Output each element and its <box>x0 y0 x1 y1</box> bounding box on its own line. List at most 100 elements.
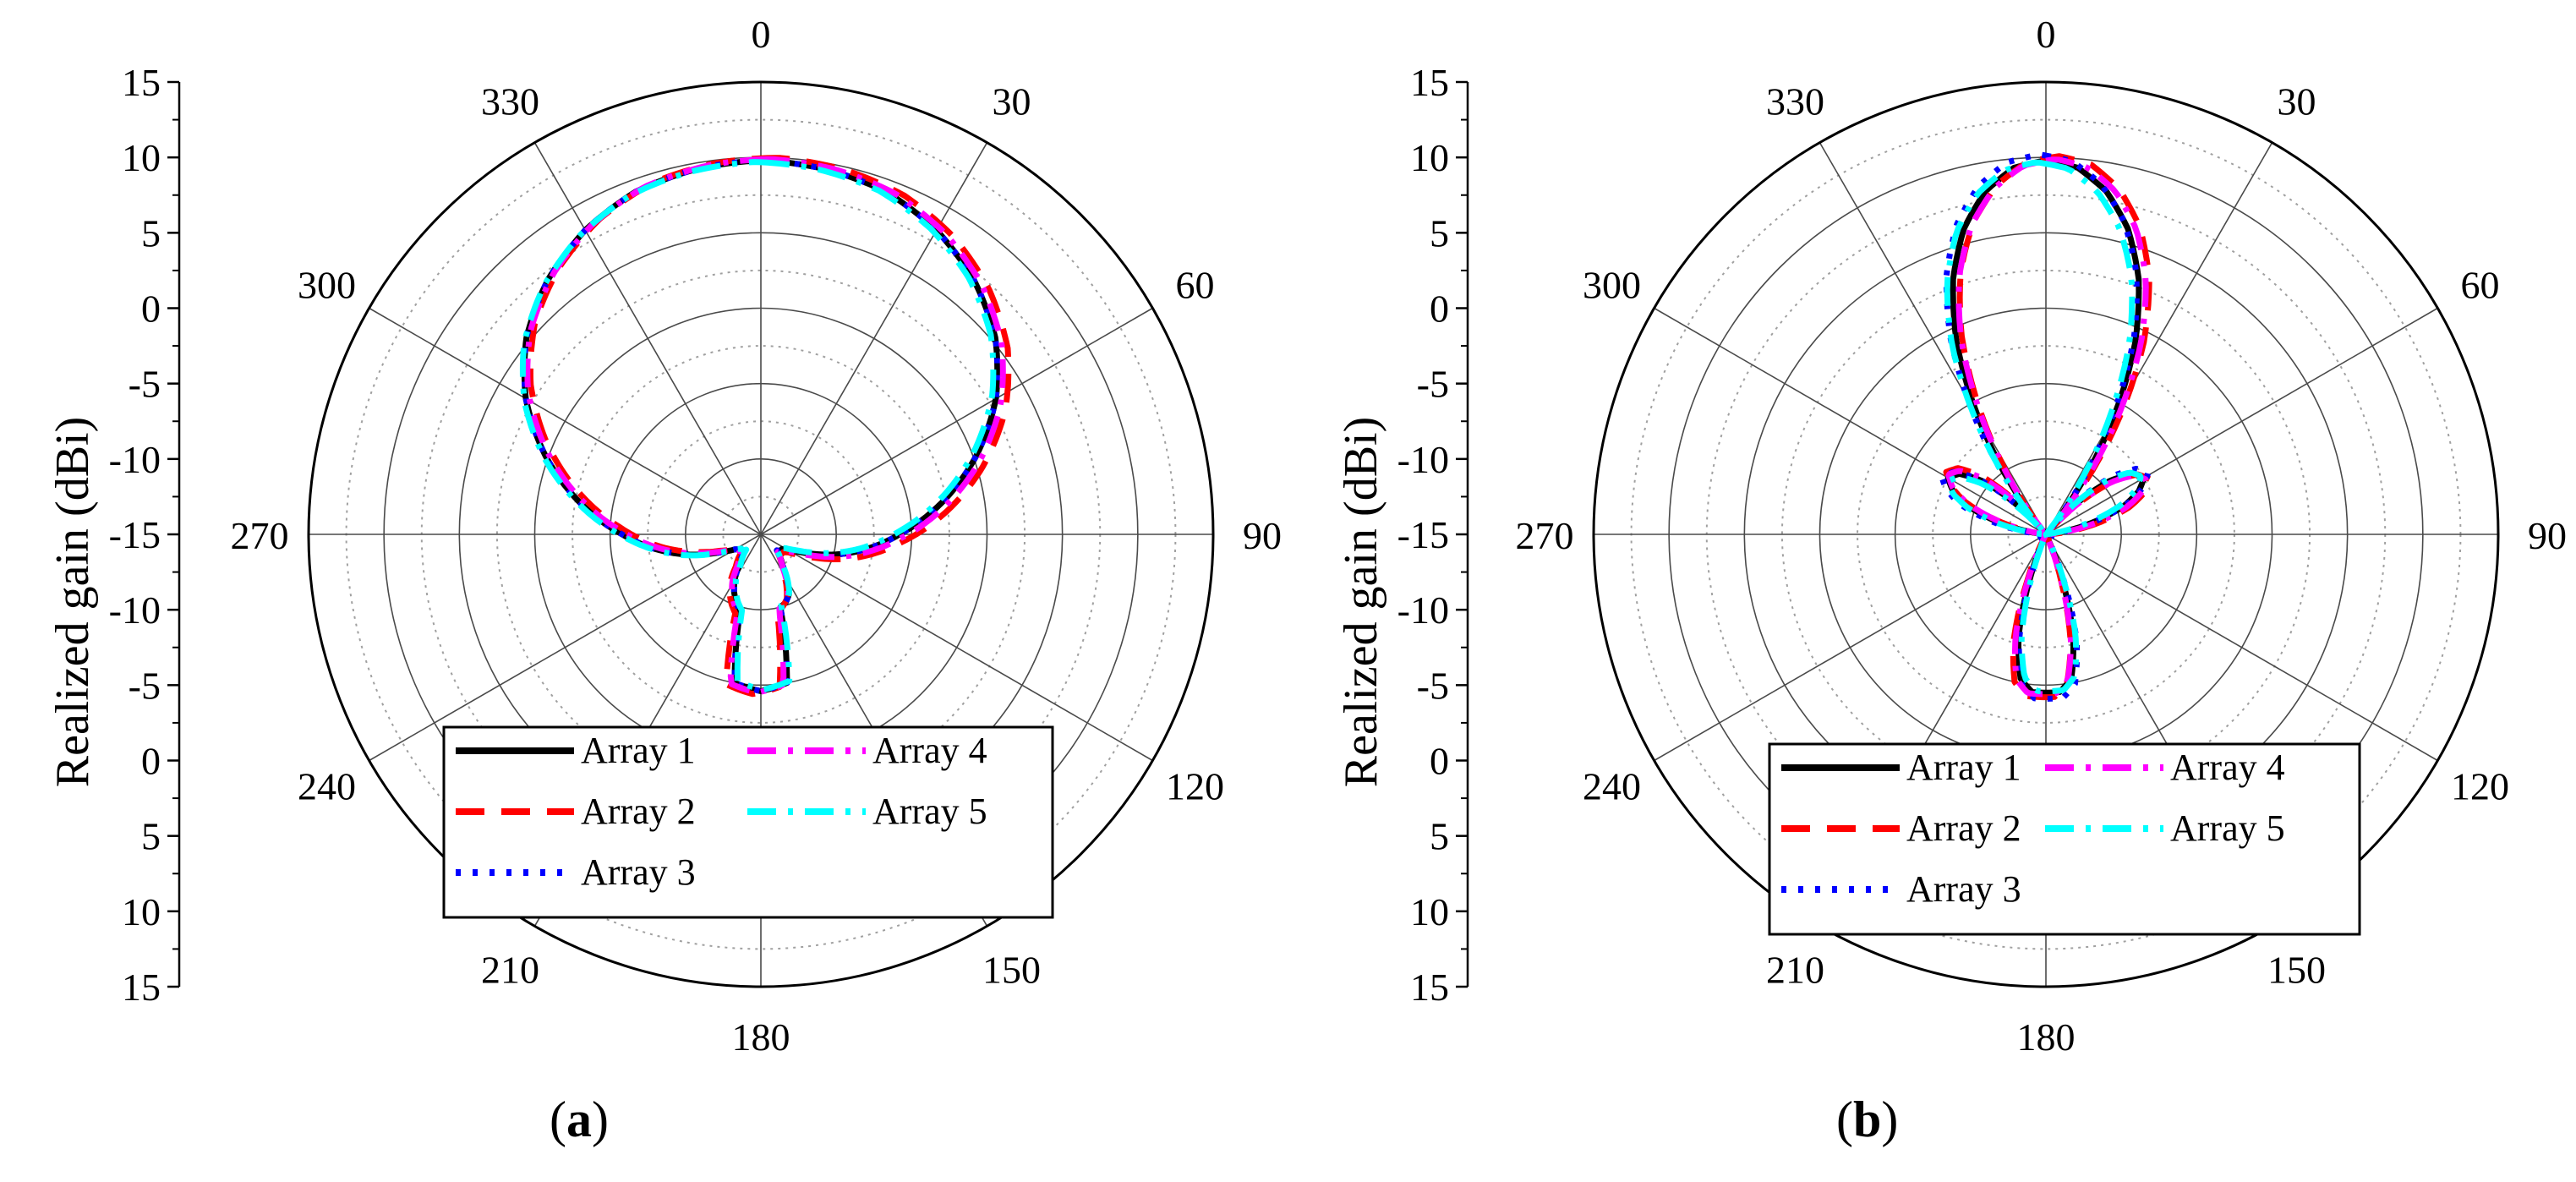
grid-spoke <box>533 142 762 535</box>
angle-tick-label: 0 <box>752 13 771 56</box>
angle-tick-label: 180 <box>2017 1015 2076 1059</box>
radial-axis: 15 10 5 0 -5 -10 -15 -10 -5 0 5 10 15 Realized gain (… <box>46 61 181 1009</box>
angle-tick-label: 300 <box>1583 264 1641 307</box>
angle-tick-label: 90 <box>2528 514 2567 557</box>
radial-tick-label: 0 <box>1430 287 1449 331</box>
angle-tick-label: 270 <box>1516 514 1574 557</box>
angle-tick-label: 150 <box>982 949 1041 992</box>
angle-tick-label: 120 <box>2451 765 2509 808</box>
grid-spoke <box>369 307 762 535</box>
angle-tick-label: 30 <box>2278 79 2316 123</box>
radial-tick-label: -10 <box>1397 438 1449 481</box>
polar-chart-b: 0 30 60 90 120 150 180 210 240 270 300 330 15 10 5 0 -5-… <box>1288 0 2576 1182</box>
angle-tick-label: 180 <box>732 1015 790 1059</box>
series-line-array-3 <box>1939 151 2152 702</box>
radial-tick-label: 0 <box>141 287 161 331</box>
angle-tick-label: 120 <box>1166 765 1224 808</box>
radial-tick-label: -10 <box>109 588 161 632</box>
grid-spoke <box>1654 307 2047 535</box>
radial-tick-label: 15 <box>122 966 161 1009</box>
angle-tick-labels: 0 30 60 90 120 150 180 210 240 270 300 330 <box>231 13 1283 1059</box>
legend: Array 1 Array 4 Array 2 Array 5 Array 3 <box>442 725 1054 919</box>
radial-tick-label: -5 <box>129 664 161 707</box>
legend-label: Array 2 <box>581 791 696 832</box>
radial-tick-label: 15 <box>1410 966 1449 1009</box>
legend-label: Array 4 <box>2170 747 2285 788</box>
angle-tick-label: 330 <box>481 79 539 123</box>
legend-label: Array 3 <box>1906 868 2021 910</box>
angle-tick-labels: 0 30 60 90 120 150 180 210 240 270 300 330 <box>1516 13 2568 1059</box>
legend: Array 1 Array 4 Array 2 Array 5 Array 3 <box>1768 742 2361 936</box>
grid-spoke <box>760 142 988 535</box>
legend-label: Array 2 <box>1906 807 2021 849</box>
grid-spoke <box>760 534 1153 762</box>
polar-chart-a-svg: 0306090120150180210240270300330151050-5-… <box>46 13 1283 1059</box>
radial-tick-label: -5 <box>1417 664 1449 707</box>
radial-tick-label: 10 <box>1410 136 1449 179</box>
angle-tick-label: 210 <box>1766 949 1824 992</box>
angle-tick-label: 240 <box>298 765 356 808</box>
legend-box <box>442 725 1054 919</box>
angle-tick-label: 330 <box>1766 79 1824 123</box>
radial-tick-label: 15 <box>122 61 161 104</box>
grid-spoke <box>2045 142 2273 535</box>
radial-tick-label: 5 <box>141 815 161 858</box>
polar-outer-circle <box>1592 80 2500 988</box>
radial-tick-label: -5 <box>1417 363 1449 406</box>
series-curves <box>1939 151 2153 702</box>
y-axis-label: Realized gain (dBi) <box>46 417 99 788</box>
series-line-array-4 <box>524 156 1006 696</box>
angle-tick-label: 270 <box>231 514 289 557</box>
grid-spoke <box>1654 534 2047 762</box>
series-line-array-3 <box>521 157 1001 694</box>
radial-tick-label: -10 <box>109 438 161 481</box>
radial-tick-label: -15 <box>1397 513 1449 556</box>
legend-box <box>1768 742 2361 936</box>
radial-tick-label: 10 <box>1410 890 1449 933</box>
angle-tick-label: 240 <box>1583 765 1641 808</box>
grid-spoke <box>369 534 762 762</box>
legend-label: Array 3 <box>581 851 696 893</box>
caption-a-open: ( <box>550 1092 566 1147</box>
legend-label: Array 1 <box>1906 747 2021 788</box>
polar-chart-b-svg: 0306090120150180210240270300330151050-5-… <box>1335 13 2568 1059</box>
caption-b: (b) <box>1836 1091 1898 1149</box>
angle-tick-label: 210 <box>481 949 539 992</box>
radial-tick-label: 15 <box>1410 61 1449 104</box>
legend-label: Array 5 <box>2170 807 2285 849</box>
radial-tick-label: 0 <box>141 740 161 783</box>
radial-tick-label: 5 <box>1430 815 1449 858</box>
series-curves <box>519 155 1012 698</box>
caption-b-open: ( <box>1836 1092 1853 1147</box>
series-line-array-2 <box>1943 153 2153 701</box>
legend-label: Array 1 <box>581 730 696 771</box>
y-axis-label: Realized gain (dBi) <box>1335 417 1387 788</box>
caption-a: (a) <box>550 1091 609 1149</box>
caption-a-close: ) <box>591 1092 609 1147</box>
angle-tick-label: 150 <box>2267 949 2326 992</box>
series-line-array-5 <box>1944 159 2144 694</box>
angle-tick-label: 60 <box>1176 264 1215 307</box>
radial-tick-label: 0 <box>1430 740 1449 783</box>
series-line-array-2 <box>527 155 1012 698</box>
series-line-array-5 <box>519 159 997 693</box>
grid-spoke <box>1819 142 2047 535</box>
polar-outer-circle <box>307 80 1215 988</box>
caption-b-letter: b <box>1852 1092 1882 1147</box>
angle-tick-label: 300 <box>298 264 356 307</box>
grid-spoke <box>2045 534 2438 762</box>
radial-tick-label: -10 <box>1397 588 1449 632</box>
radial-tick-label: 5 <box>1430 211 1449 254</box>
grid-spoke <box>2045 307 2438 535</box>
radial-axis: 15 10 5 0 -5 -10 -15 -10 -5 0 5 10 15 Realized gain (… <box>1335 61 1469 1009</box>
caption-b-close: ) <box>1881 1092 1899 1147</box>
radial-tick-label: 10 <box>122 890 161 933</box>
radial-tick-label: 10 <box>122 136 161 179</box>
angle-tick-label: 0 <box>2037 13 2056 56</box>
polar-chart-a: 0 30 60 90 120 150 180 210 240 270 300 330 15 10 5 0 -5-… <box>46 13 1283 1149</box>
angle-tick-label: 60 <box>2461 264 2500 307</box>
grid-spoke <box>760 307 1153 535</box>
legend-label: Array 4 <box>872 730 987 771</box>
angle-tick-label: 90 <box>1243 514 1282 557</box>
angle-tick-label: 30 <box>993 79 1031 123</box>
